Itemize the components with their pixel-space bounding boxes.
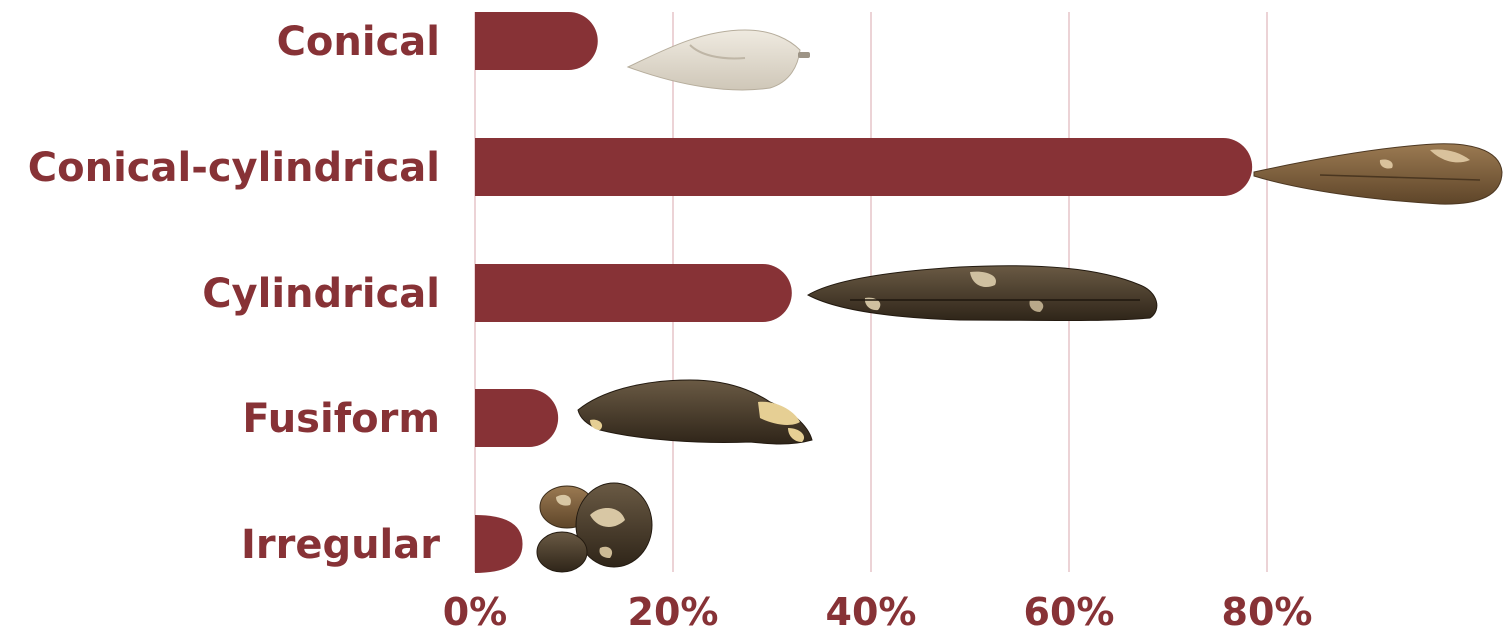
x-axis-tick-labels: 0% 20% 40% 60% 80%	[443, 590, 1313, 634]
bar-conical-cylindrical	[475, 138, 1253, 196]
category-label-cylindrical: Cylindrical	[202, 271, 440, 317]
bar-conical	[475, 12, 598, 70]
x-tick-label-3: 60%	[1024, 590, 1115, 634]
category-label-fusiform: Fusiform	[242, 396, 440, 442]
category-label-irregular: Irregular	[241, 522, 440, 568]
bar-fusiform	[475, 389, 559, 447]
bar-irregular	[475, 515, 523, 573]
x-tick-label-1: 20%	[628, 590, 719, 634]
irregular-tubers-image	[536, 482, 653, 573]
category-label-conical: Conical	[277, 19, 440, 65]
bars	[475, 12, 1253, 573]
category-labels: Conical Conical-cylindrical Cylindrical Fus…	[28, 19, 440, 568]
x-tick-label-4: 80%	[1222, 590, 1313, 634]
conical-cylindrical-tuber-image	[1253, 143, 1503, 205]
cylindrical-tuber-image	[806, 265, 1158, 321]
tuber-illustrations	[536, 29, 1503, 573]
x-tick-label-2: 40%	[826, 590, 917, 634]
bar-cylindrical	[475, 264, 792, 322]
x-tick-label-0: 0%	[443, 590, 508, 634]
fusiform-tuber-image	[577, 379, 813, 445]
category-label-conical-cylindrical: Conical-cylindrical	[28, 145, 440, 191]
conical-tuber-image	[626, 29, 810, 91]
